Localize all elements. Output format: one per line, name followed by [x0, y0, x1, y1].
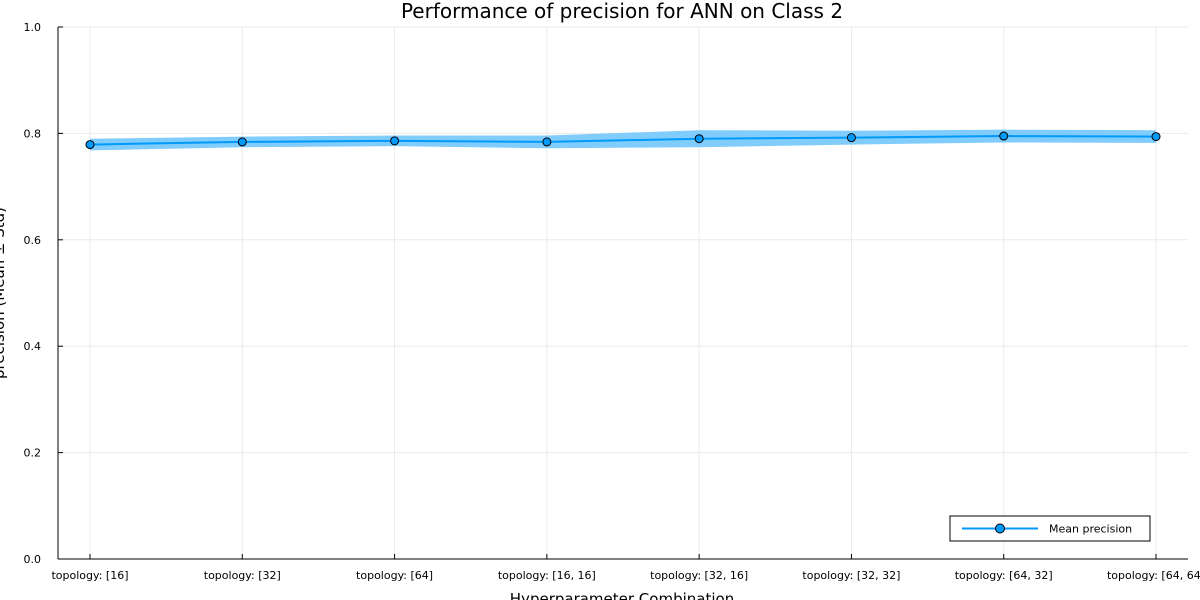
x-tick-label: topology: [16, 16]: [498, 569, 596, 582]
chart-title: Performance of precision for ANN on Clas…: [401, 0, 843, 23]
x-axis-label: Hyperparameter Combination: [510, 590, 734, 600]
legend-marker: [995, 523, 1005, 534]
y-tick-labels: 0.0 0.2 0.4 0.6 0.8 1.0: [24, 21, 42, 566]
data-point: [237, 137, 247, 147]
data-point: [390, 136, 400, 146]
data-point: [999, 131, 1009, 141]
mean-line: [89, 135, 1157, 146]
legend: Mean precision: [949, 515, 1151, 542]
y-tick-label: 0.6: [24, 234, 42, 247]
x-tick-label: topology: [64, 32]: [955, 569, 1053, 582]
data-point: [694, 134, 704, 144]
data-point: [85, 140, 95, 150]
x-tick-labels: topology: [16] topology: [32] topology: [6…: [51, 569, 1200, 582]
y-tick-label: 1.0: [24, 21, 42, 34]
x-tick-label: topology: [64, 64]: [1107, 569, 1200, 582]
legend-label: Mean precision: [1049, 523, 1132, 536]
x-tick-label: topology: [64]: [356, 569, 433, 582]
x-tick-label: topology: [32]: [204, 569, 281, 582]
data-point: [542, 137, 552, 147]
y-tick-label: 0.4: [24, 340, 42, 353]
x-tick-label: topology: [32, 16]: [650, 569, 748, 582]
x-tick-label: topology: [32, 32]: [802, 569, 900, 582]
y-tick-label: 0.0: [24, 553, 42, 566]
y-tick-label: 0.8: [24, 127, 42, 140]
grid-lines: [58, 26, 1188, 560]
y-tick-label: 0.2: [24, 447, 42, 460]
axes: [57, 26, 1188, 560]
data-point: [846, 133, 856, 143]
series-line-group: [85, 131, 1161, 150]
x-tick-label: topology: [16]: [51, 569, 128, 582]
y-axis-label: precision (Mean ± Std): [0, 207, 8, 379]
data-point: [1151, 132, 1161, 142]
